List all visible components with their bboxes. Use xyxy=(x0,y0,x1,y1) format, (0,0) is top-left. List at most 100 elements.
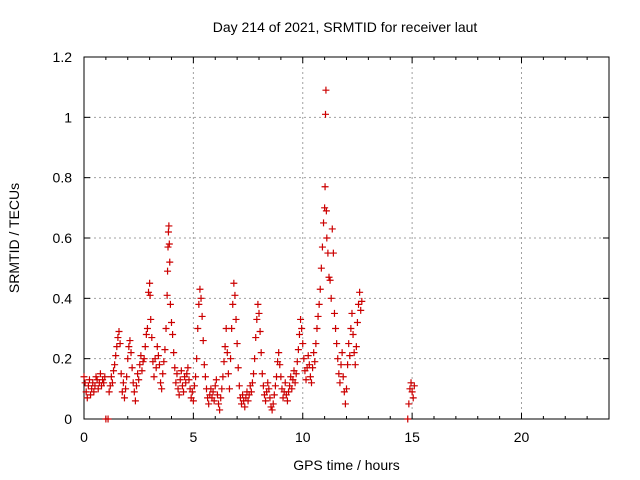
data-point xyxy=(184,364,192,372)
data-point xyxy=(193,355,201,363)
data-point xyxy=(407,379,415,387)
data-point xyxy=(276,361,284,369)
data-point xyxy=(180,388,188,396)
data-point xyxy=(309,364,317,372)
y-tick-label: 0.6 xyxy=(53,230,73,246)
data-point xyxy=(232,315,240,323)
data-point xyxy=(327,294,335,302)
data-point xyxy=(115,328,123,336)
data-point xyxy=(281,379,289,387)
data-point xyxy=(124,355,132,363)
data-point xyxy=(316,285,324,293)
data-point xyxy=(113,343,121,351)
data-point xyxy=(252,334,260,342)
data-point xyxy=(410,382,418,390)
data-point xyxy=(104,415,112,423)
data-point xyxy=(178,382,186,390)
data-point xyxy=(82,388,90,396)
data-point xyxy=(302,376,310,384)
data-point xyxy=(170,349,178,357)
data-point xyxy=(262,397,270,405)
data-point xyxy=(254,300,262,308)
data-point xyxy=(266,394,274,402)
data-point xyxy=(269,400,277,408)
x-tick-label: 10 xyxy=(295,429,311,445)
data-point xyxy=(177,367,185,375)
data-point xyxy=(293,358,301,366)
data-point xyxy=(153,343,161,351)
data-point xyxy=(201,373,209,381)
axis-ticks: 0 5 10 15 20 0 0.2 0.4 0.6 0.8 1 1.2 xyxy=(53,49,610,445)
data-point xyxy=(304,352,312,360)
data-point xyxy=(234,364,242,372)
data-point xyxy=(135,376,143,384)
data-point xyxy=(306,373,314,381)
data-point xyxy=(353,318,361,326)
data-point xyxy=(172,379,180,387)
data-point xyxy=(92,373,100,381)
data-point xyxy=(105,388,113,396)
data-point xyxy=(81,379,89,387)
data-point xyxy=(128,364,136,372)
data-point xyxy=(200,361,208,369)
data-point xyxy=(308,379,315,387)
data-point xyxy=(196,285,204,293)
data-point xyxy=(199,337,207,345)
data-point xyxy=(265,385,273,393)
data-point xyxy=(295,331,303,339)
data-point xyxy=(250,370,258,378)
data-point xyxy=(315,300,323,308)
data-point xyxy=(192,373,200,381)
data-point xyxy=(122,385,130,393)
data-point xyxy=(197,294,205,302)
data-point xyxy=(154,352,162,360)
data-point xyxy=(322,207,330,215)
data-point xyxy=(351,361,359,369)
data-point xyxy=(313,325,321,332)
data-point xyxy=(220,358,228,366)
data-point xyxy=(131,397,139,405)
data-point xyxy=(189,397,197,405)
x-tick-label: 20 xyxy=(514,429,530,445)
data-point xyxy=(123,373,131,381)
data-point xyxy=(352,343,360,351)
data-point xyxy=(141,343,149,351)
data-point xyxy=(114,334,122,342)
data-point xyxy=(330,309,338,317)
data-point xyxy=(152,364,160,372)
data-point xyxy=(155,361,163,369)
data-point xyxy=(188,388,196,396)
data-point xyxy=(224,370,232,378)
data-point xyxy=(209,388,217,396)
data-point xyxy=(212,376,220,384)
data-point xyxy=(285,388,293,396)
data-point xyxy=(339,373,347,381)
data-point xyxy=(165,240,173,248)
data-point xyxy=(233,340,241,348)
data-point xyxy=(336,379,344,387)
data-point xyxy=(190,382,198,390)
data-point xyxy=(166,258,174,266)
data-point xyxy=(264,379,272,387)
data-point xyxy=(334,355,342,363)
data-point xyxy=(348,309,356,317)
data-point xyxy=(94,385,102,393)
data-point xyxy=(229,300,237,308)
y-tick-label: 1 xyxy=(64,109,72,125)
data-point xyxy=(116,340,124,348)
data-point xyxy=(338,349,346,357)
data-point xyxy=(205,400,213,408)
data-point xyxy=(91,382,99,390)
data-point xyxy=(175,391,183,399)
y-tick-label: 0.4 xyxy=(53,290,73,306)
data-point xyxy=(341,400,349,408)
data-points xyxy=(80,86,418,423)
data-point xyxy=(142,331,150,339)
data-point xyxy=(216,406,224,414)
data-point xyxy=(118,388,126,396)
data-point xyxy=(84,382,92,390)
data-point xyxy=(279,394,287,402)
data-point xyxy=(90,388,98,396)
data-point xyxy=(355,300,363,308)
data-point xyxy=(176,376,184,384)
